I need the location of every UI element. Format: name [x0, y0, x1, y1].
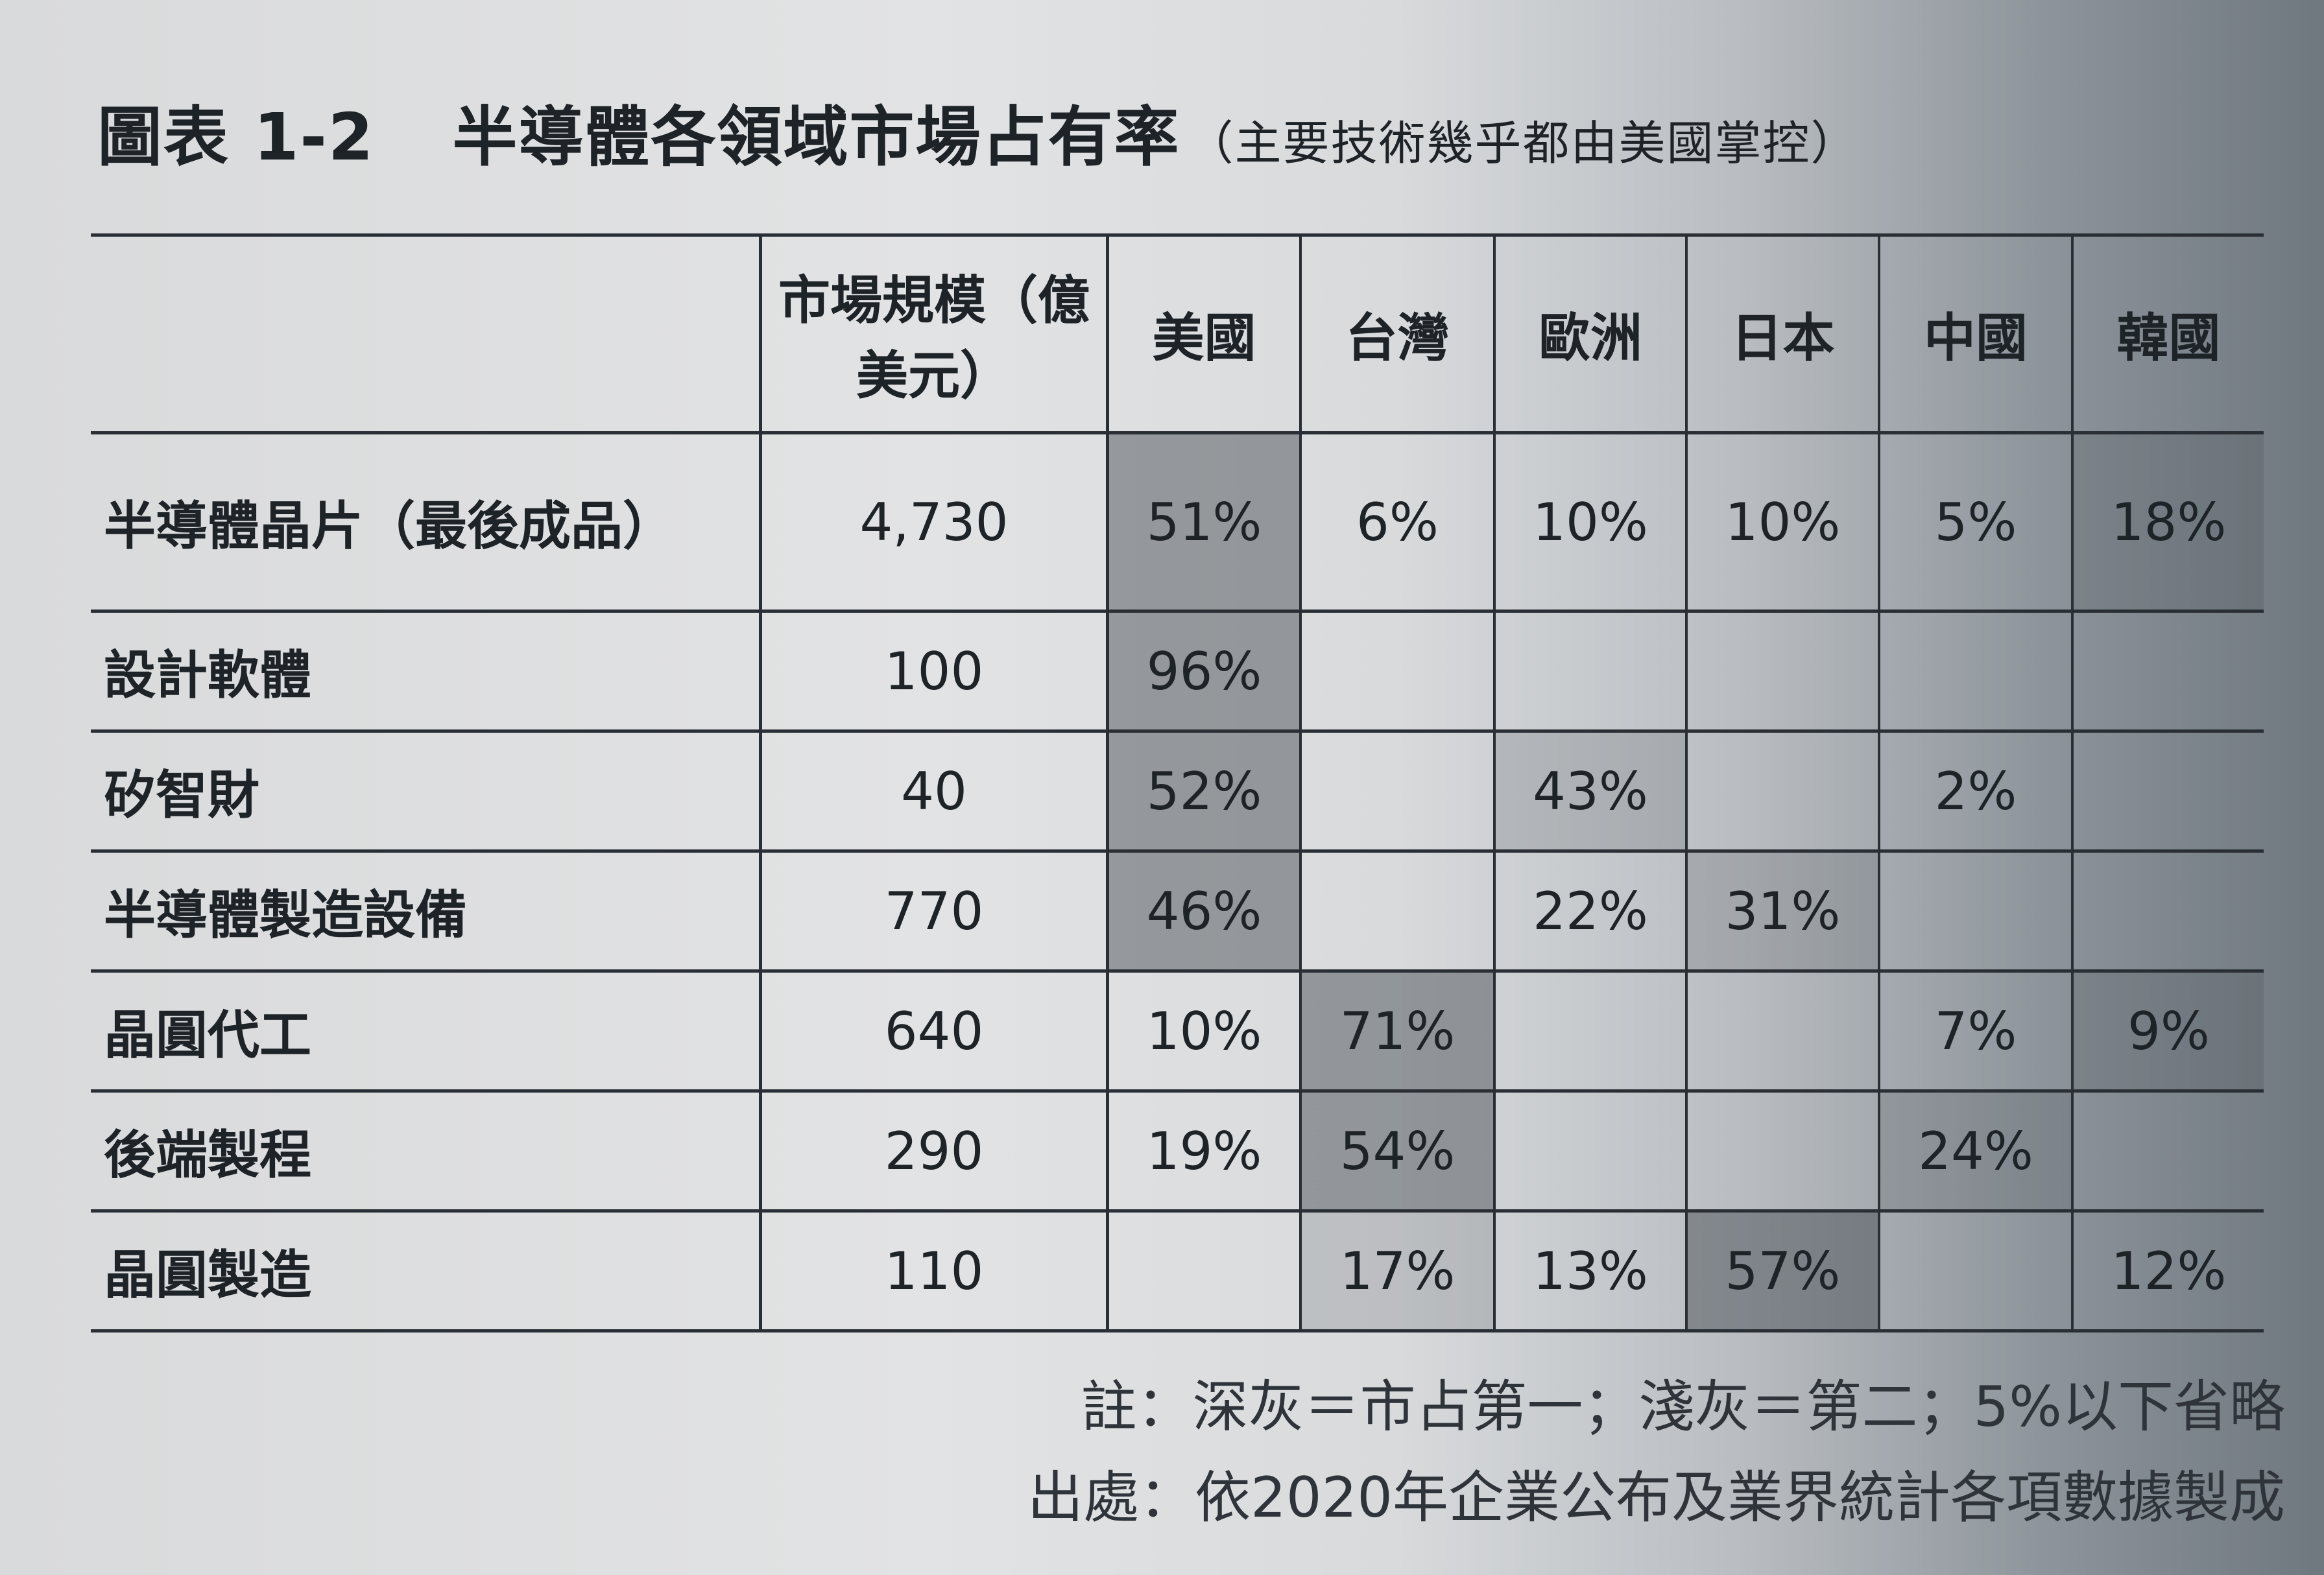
share-cell: 46%	[1107, 849, 1302, 973]
header-corner	[91, 233, 762, 434]
share-cell	[2072, 729, 2264, 853]
table-row: 後端製程 290 19% 54% 24%	[91, 1089, 2264, 1213]
share-cell: 10%	[1494, 431, 1688, 613]
header-region: 韓國	[2072, 233, 2264, 434]
row-label: 矽智財	[91, 729, 762, 853]
share-cell: 18%	[2072, 431, 2264, 613]
share-cell: 5%	[1879, 431, 2074, 613]
share-cell: 10%	[1686, 431, 1880, 613]
share-cell: 6%	[1300, 431, 1496, 613]
table-row: 晶圓代工 640 10% 71% 7% 9%	[91, 969, 2264, 1093]
share-cell: 13%	[1494, 1209, 1688, 1332]
market-size-cell: 100	[760, 610, 1109, 733]
share-cell: 7%	[1879, 969, 2074, 1093]
row-label: 半導體晶片（最後成品）	[91, 431, 762, 613]
table-row: 晶圓製造 110 17% 13% 57% 12%	[91, 1209, 2264, 1332]
share-cell: 31%	[1686, 849, 1880, 973]
share-cell	[1494, 610, 1688, 733]
header-region: 中國	[1879, 233, 2074, 434]
table-row: 半導體製造設備 770 46% 22% 31%	[91, 849, 2264, 973]
market-size-cell: 4,730	[760, 431, 1109, 613]
title-subtitle: （主要技術幾乎都由美國掌控）	[1186, 116, 1859, 171]
share-cell: 17%	[1300, 1209, 1496, 1332]
share-cell: 52%	[1107, 729, 1302, 853]
share-cell	[1879, 610, 2074, 733]
row-label: 設計軟體	[91, 610, 762, 733]
share-cell	[1686, 1089, 1880, 1213]
share-cell	[1686, 969, 1880, 1093]
table-notes: 註：深灰＝市占第一；淺灰＝第二；5%以下省略 出處：依2020年企業公布及業界統…	[1027, 1362, 2285, 1543]
title-main: 半導體各領域市場占有率	[452, 99, 1180, 175]
market-size-cell: 640	[760, 969, 1109, 1093]
share-cell: 57%	[1686, 1209, 1880, 1332]
share-cell	[1686, 610, 1880, 733]
header-region: 歐洲	[1494, 233, 1688, 434]
header-region: 美國	[1107, 233, 1302, 434]
share-cell: 54%	[1300, 1089, 1496, 1213]
row-label: 晶圓製造	[91, 1209, 762, 1332]
share-cell	[1494, 969, 1688, 1093]
share-cell	[1494, 1089, 1688, 1213]
share-cell: 12%	[2072, 1209, 2264, 1332]
share-cell	[1879, 1209, 2074, 1332]
note-text: 註：深灰＝市占第一；淺灰＝第二；5%以下省略	[1081, 1375, 2285, 1439]
share-cell	[1686, 729, 1880, 853]
share-cell: 10%	[1107, 969, 1302, 1093]
figure-number: 圖表 1-2	[97, 99, 375, 175]
figure-title: 圖表 1-2 半導體各領域市場占有率 （主要技術幾乎都由美國掌控）	[97, 84, 1859, 178]
share-cell	[2072, 849, 2264, 973]
header-market-size: 市場規模（億美元）	[760, 233, 1109, 434]
share-cell	[1107, 1209, 1302, 1332]
share-cell: 9%	[2072, 969, 2264, 1093]
share-cell: 2%	[1879, 729, 2074, 853]
table-row: 半導體晶片（最後成品） 4,730 51% 6% 10% 10% 5% 18%	[91, 431, 2264, 613]
share-cell	[1879, 849, 2074, 973]
header-region: 日本	[1686, 233, 1880, 434]
share-cell	[2072, 1089, 2264, 1213]
table-header-row: 市場規模（億美元） 美國 台灣 歐洲 日本 中國 韓國	[91, 233, 2264, 434]
market-share-table: 市場規模（億美元） 美國 台灣 歐洲 日本 中國 韓國 半導體晶片（最後成品） 4,730 51…	[91, 233, 2264, 1332]
share-cell	[1300, 729, 1496, 853]
share-cell: 22%	[1494, 849, 1688, 973]
share-cell: 71%	[1300, 969, 1496, 1093]
table-row: 矽智財 40 52% 43% 2%	[91, 729, 2264, 853]
row-label: 半導體製造設備	[91, 849, 762, 973]
share-cell	[1300, 849, 1496, 973]
share-cell	[1300, 610, 1496, 733]
market-size-cell: 110	[760, 1209, 1109, 1332]
source-text: 出處：依2020年企業公布及業界統計各項數據製成	[1027, 1465, 2285, 1530]
share-cell: 19%	[1107, 1089, 1302, 1213]
header-region: 台灣	[1300, 233, 1496, 434]
row-label: 晶圓代工	[91, 969, 762, 1093]
share-cell	[2072, 610, 2264, 733]
share-cell: 43%	[1494, 729, 1688, 853]
market-size-cell: 290	[760, 1089, 1109, 1213]
share-cell: 96%	[1107, 610, 1302, 733]
share-cell: 51%	[1107, 431, 1302, 613]
share-cell: 24%	[1879, 1089, 2074, 1213]
row-label: 後端製程	[91, 1089, 762, 1213]
market-size-cell: 770	[760, 849, 1109, 973]
market-size-cell: 40	[760, 729, 1109, 853]
table-row: 設計軟體 100 96%	[91, 610, 2264, 733]
